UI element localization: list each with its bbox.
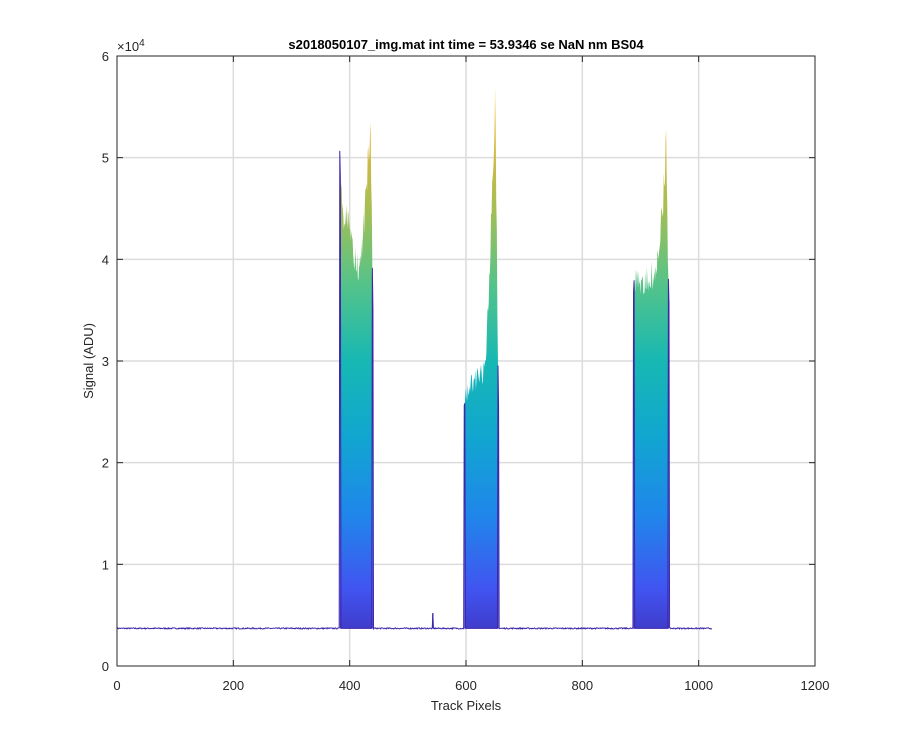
y-tick-label: 2 xyxy=(102,456,109,471)
x-axis-label: Track Pixels xyxy=(431,698,502,713)
x-tick-label: 800 xyxy=(571,678,593,693)
y-tick-label: 3 xyxy=(102,354,109,369)
x-tick-label: 1200 xyxy=(801,678,830,693)
y-tick-label: 5 xyxy=(102,151,109,166)
data-layer xyxy=(117,87,713,631)
y-exponent-label: ×104 xyxy=(117,38,145,54)
y-tick-label: 0 xyxy=(102,659,109,674)
y-tick-label: 6 xyxy=(102,49,109,64)
peak-2 xyxy=(464,87,499,629)
x-tick-label: 200 xyxy=(222,678,244,693)
y-axis-label: Signal (ADU) xyxy=(81,323,96,399)
y-exponent-base: ×10 xyxy=(117,39,139,54)
y-tick-label: 1 xyxy=(102,557,109,572)
ticks: 0 200 400 600 800 1000 1200 0 1 2 3 4 5 6 xyxy=(102,49,830,693)
peak-1 xyxy=(339,122,373,629)
y-tick-label: 4 xyxy=(102,252,109,267)
x-tick-label: 1000 xyxy=(684,678,713,693)
x-tick-label: 400 xyxy=(339,678,361,693)
peak-3 xyxy=(633,128,669,629)
x-tick-label: 0 xyxy=(113,678,120,693)
y-exponent-power: 4 xyxy=(139,38,145,49)
baseline-trace xyxy=(117,150,713,631)
x-tick-label: 600 xyxy=(455,678,477,693)
chart-title: s2018050107_img.mat int time = 53.9346 s… xyxy=(288,37,644,52)
